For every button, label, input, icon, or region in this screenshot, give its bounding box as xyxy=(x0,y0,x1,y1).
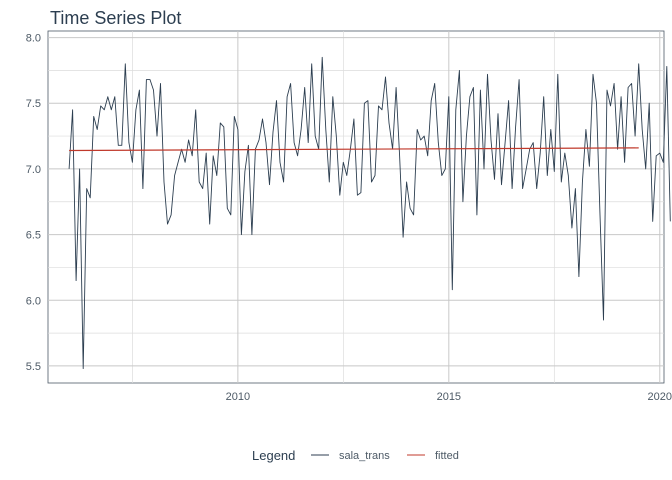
legend-label-sala-trans: sala_trans xyxy=(339,450,390,462)
y-axis: 5.5 6.0 6.5 7.0 7.5 8.0 xyxy=(26,33,41,373)
legend-label-fitted: fitted xyxy=(435,450,459,462)
chart-title: Time Series Plot xyxy=(50,8,181,28)
y-tick-label: 8.0 xyxy=(26,33,41,45)
series-line-fitted xyxy=(69,147,639,152)
grid-minor xyxy=(48,31,664,383)
y-tick-label: 7.0 xyxy=(26,164,41,176)
y-tick-label: 6.0 xyxy=(26,295,41,307)
plot-panel xyxy=(47,30,665,384)
x-tick-label: 2020 xyxy=(648,391,672,403)
legend-title: Legend xyxy=(252,448,295,463)
y-tick-label: 5.5 xyxy=(26,361,41,373)
x-tick-label: 2010 xyxy=(226,391,250,403)
x-tick-label: 2015 xyxy=(437,391,461,403)
legend: Legend sala_trans fitted xyxy=(252,448,459,463)
series-layer xyxy=(68,56,671,370)
series-line-sala-trans xyxy=(68,56,671,370)
x-axis: 2010 2015 2020 xyxy=(226,391,672,403)
y-tick-label: 7.5 xyxy=(26,98,41,110)
y-tick-label: 6.5 xyxy=(26,230,41,242)
grid-major xyxy=(48,31,664,383)
